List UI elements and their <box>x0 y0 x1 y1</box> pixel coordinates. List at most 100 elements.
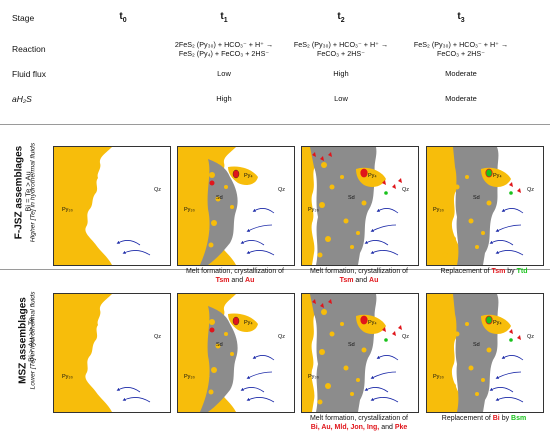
fluid-flow-arrow <box>370 250 399 256</box>
row-divider <box>0 269 550 270</box>
caption-segment: Bi <box>492 415 500 422</box>
melt-droplet <box>328 299 332 304</box>
pyrite-relict <box>356 231 360 235</box>
caption-segment: and <box>379 424 395 431</box>
pyrite-relict <box>230 352 234 356</box>
pyrite-relict <box>319 202 325 208</box>
caption-segment: Tsm <box>215 277 230 284</box>
caption-line: Bi, Au, Mld, Jon, Ing, and Pke <box>291 423 427 432</box>
melt-droplet <box>398 178 402 183</box>
label-py30: Py₃₀ <box>184 207 195 213</box>
row-note-msz: Lower [Te] in hydrothermal fluids <box>29 291 37 390</box>
pyrite-relict <box>465 175 469 179</box>
pyrite-relict <box>325 383 331 389</box>
fluid-flow-arrow <box>246 224 273 232</box>
ah2s-t3: Moderate <box>445 94 477 103</box>
caption-r0-t1: Melt formation, crystallization of Tsm an… <box>167 267 303 285</box>
replacement-grain <box>509 191 513 195</box>
fluid-flow-arrow <box>495 224 522 232</box>
label-py4: Py₄ <box>368 320 377 326</box>
pyrite-relict <box>340 175 344 179</box>
caption-segment: Tsm <box>491 268 506 275</box>
fluid-flow-arrow <box>252 355 275 361</box>
label-sd: Sd <box>348 195 355 201</box>
pyrite-relict <box>454 331 460 337</box>
label-py4: Py₄ <box>493 173 502 179</box>
caption-segment: Bsm <box>511 415 527 422</box>
fluid-flow-arrow <box>495 371 522 379</box>
pyrite-relict <box>468 218 474 224</box>
header-divider <box>0 124 550 125</box>
pyrite-relict <box>361 347 367 353</box>
caption-segment: Ttd <box>516 268 528 275</box>
pyrite-relict <box>444 349 450 355</box>
fluid-flow-arrow <box>364 240 389 246</box>
melt-droplet <box>392 331 396 336</box>
label-qz: Qz <box>402 334 409 340</box>
label-py30: Py₃₀ <box>184 374 195 380</box>
melt-droplet <box>509 182 513 187</box>
panel-r0-t3: Py₃₀ Qz Sd Py₄ <box>426 146 544 266</box>
fluid-flow-arrow <box>376 355 399 361</box>
pyrite-relict <box>486 347 492 353</box>
label-qz: Qz <box>402 187 409 193</box>
pyrite-relict <box>444 202 450 208</box>
tsm-au-grain <box>209 180 215 186</box>
fluid-flow-arrow <box>495 397 524 403</box>
row-label-stage: Stage <box>12 13 35 23</box>
label-py4: Py₄ <box>368 173 377 179</box>
pyrite-relict <box>340 322 344 326</box>
caption-segment: Replacement of <box>440 268 492 275</box>
pyrite-relict <box>446 162 452 168</box>
label-py30: Py₃₀ <box>62 374 73 380</box>
fluid-flow-arrow <box>122 397 151 403</box>
pyrite-relict <box>329 184 335 190</box>
label-qz: Qz <box>527 334 534 340</box>
fluid-flow-arrow <box>116 240 141 246</box>
caption-line: Tsm and Au <box>167 276 303 285</box>
fluid-flux-t2: High <box>333 69 349 78</box>
label-py30: Py₃₀ <box>308 207 319 213</box>
pyrite-relict <box>350 392 354 396</box>
pyrite-relict <box>321 309 327 315</box>
pyrite-relict <box>442 399 448 405</box>
pyrite-relict <box>361 200 367 206</box>
fluid-flow-arrow <box>370 371 397 379</box>
pyrite-relict <box>215 196 221 202</box>
fluid-flux-t3: Moderate <box>445 69 477 78</box>
caption-segment: Au <box>369 277 379 284</box>
pyrite-relict <box>209 319 215 325</box>
row-label-reaction: Reaction <box>12 44 46 54</box>
inclusion-grain <box>360 315 368 325</box>
caption-r0-t2: Melt formation, crystallization of Tsm an… <box>291 267 427 285</box>
fluid-flow-arrow <box>246 371 273 379</box>
melt-droplet <box>398 325 402 330</box>
caption-segment: by <box>505 268 517 275</box>
pyrite-relict <box>481 378 485 382</box>
row-label-ah2s: aH₂S <box>12 94 32 104</box>
inclusion-grain <box>360 168 368 178</box>
pyrite-relict <box>208 389 214 395</box>
pyrite-relict <box>208 242 214 248</box>
reaction-t2: FeS₂ (Py₃₀) + HCO₃⁻ + H⁺ → FeCO₃ + 2HS⁻ <box>293 40 389 58</box>
fluid-flow-arrow <box>116 387 141 393</box>
panel-r1-t2: Py₃₀ Qz Sd Py₄ <box>301 293 419 413</box>
melt-droplet <box>392 184 396 189</box>
replacement-grain <box>384 338 388 342</box>
pyrite-relict <box>481 231 485 235</box>
label-py30: Py₃₀ <box>62 207 73 213</box>
label-qz: Qz <box>278 334 285 340</box>
stage-t3: t3 <box>457 11 465 24</box>
label-sd: Sd <box>473 195 480 201</box>
fluid-flow-arrow <box>489 240 514 246</box>
fluid-flow-arrow <box>376 208 399 214</box>
pyrite-py30-area <box>302 147 316 265</box>
pyrite-relict <box>350 245 354 249</box>
melt-droplet <box>328 152 332 157</box>
pyrite-relict <box>356 378 360 382</box>
panel-r1-t0: Py₃₀ Qz <box>53 293 171 413</box>
panel-r0-t2: Py₃₀ Qz Sd Py₄ <box>301 146 419 266</box>
pyrite-relict <box>446 309 452 315</box>
pyrite-py30-area <box>54 294 112 412</box>
melt-droplet <box>312 152 316 157</box>
